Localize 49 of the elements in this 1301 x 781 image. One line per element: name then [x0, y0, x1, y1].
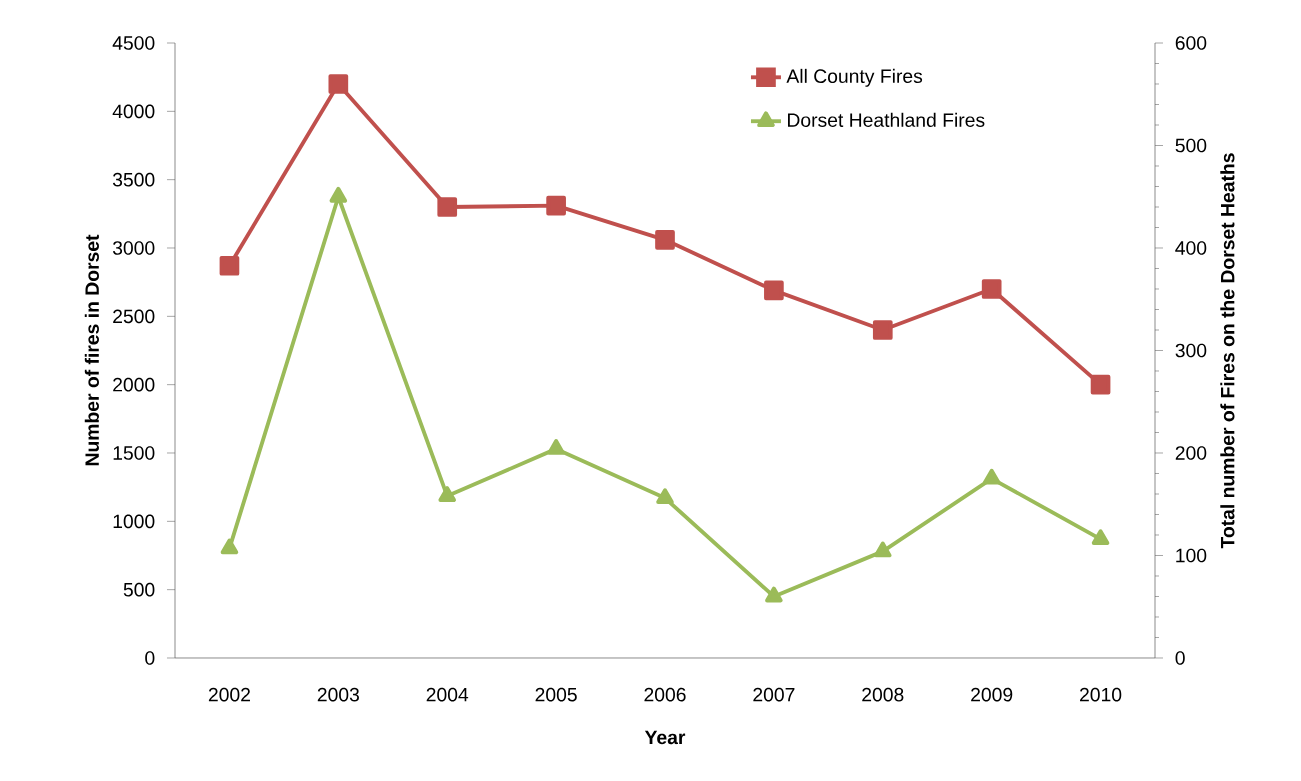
point	[1091, 529, 1110, 545]
y-tick-label: 3000	[112, 241, 155, 255]
y-tick-label: 4000	[112, 104, 155, 119]
point	[981, 279, 1002, 299]
point	[872, 320, 893, 340]
point	[873, 541, 892, 558]
y2-axis-title: Total number of Fires on the Dorset Heaths	[1220, 153, 1235, 549]
y2-tick-label: 0	[1175, 651, 1185, 665]
x-tick-label: 2006	[644, 687, 686, 702]
point	[219, 255, 240, 276]
y2-tick-label: 100	[1176, 548, 1207, 563]
y2-tick-label: 400	[1175, 241, 1207, 255]
point	[547, 439, 565, 455]
x-tick-label: 2010	[1080, 687, 1122, 702]
legend-label: All County Fires	[786, 68, 923, 87]
y2-tick-label: 600	[1175, 36, 1207, 50]
x-tick-label: 2004	[426, 687, 469, 702]
point	[764, 280, 784, 301]
point	[1090, 374, 1111, 395]
x-tick-label: 2008	[862, 687, 904, 702]
x-axis-title: Year	[644, 730, 686, 745]
y-tick-label: 2500	[113, 309, 155, 324]
y2-tick-label: 200	[1175, 446, 1207, 460]
x-tick-label: 2009	[971, 687, 1013, 702]
y-tick-label: 1500	[113, 446, 155, 460]
y-tick-label: 0	[145, 651, 155, 665]
point	[437, 197, 458, 217]
point	[220, 538, 239, 555]
point	[656, 488, 674, 504]
x-tick-label: 2003	[317, 687, 359, 702]
point	[546, 195, 566, 216]
y-tick-label: 2000	[113, 377, 155, 392]
y-tick-label: 500	[123, 582, 155, 597]
y-tick-label: 1000	[113, 514, 155, 529]
point	[765, 586, 783, 603]
y-tick-label: 4500	[112, 36, 155, 50]
x-tick-label: 2007	[753, 687, 795, 702]
point	[655, 229, 675, 250]
x-tick-label: 2005	[535, 687, 577, 702]
x-tick-label: 2002	[208, 687, 250, 702]
y-tick-label: 3500	[112, 172, 155, 187]
point	[328, 74, 349, 94]
y2-tick-label: 300	[1175, 343, 1207, 358]
y-axis-title: Number of fires in Dorset	[84, 234, 99, 466]
point	[438, 486, 457, 502]
point	[982, 468, 1001, 485]
point	[329, 186, 348, 203]
legend-label: Dorset Heathland Fires	[788, 112, 985, 127]
y2-tick-label: 500	[1175, 138, 1207, 153]
